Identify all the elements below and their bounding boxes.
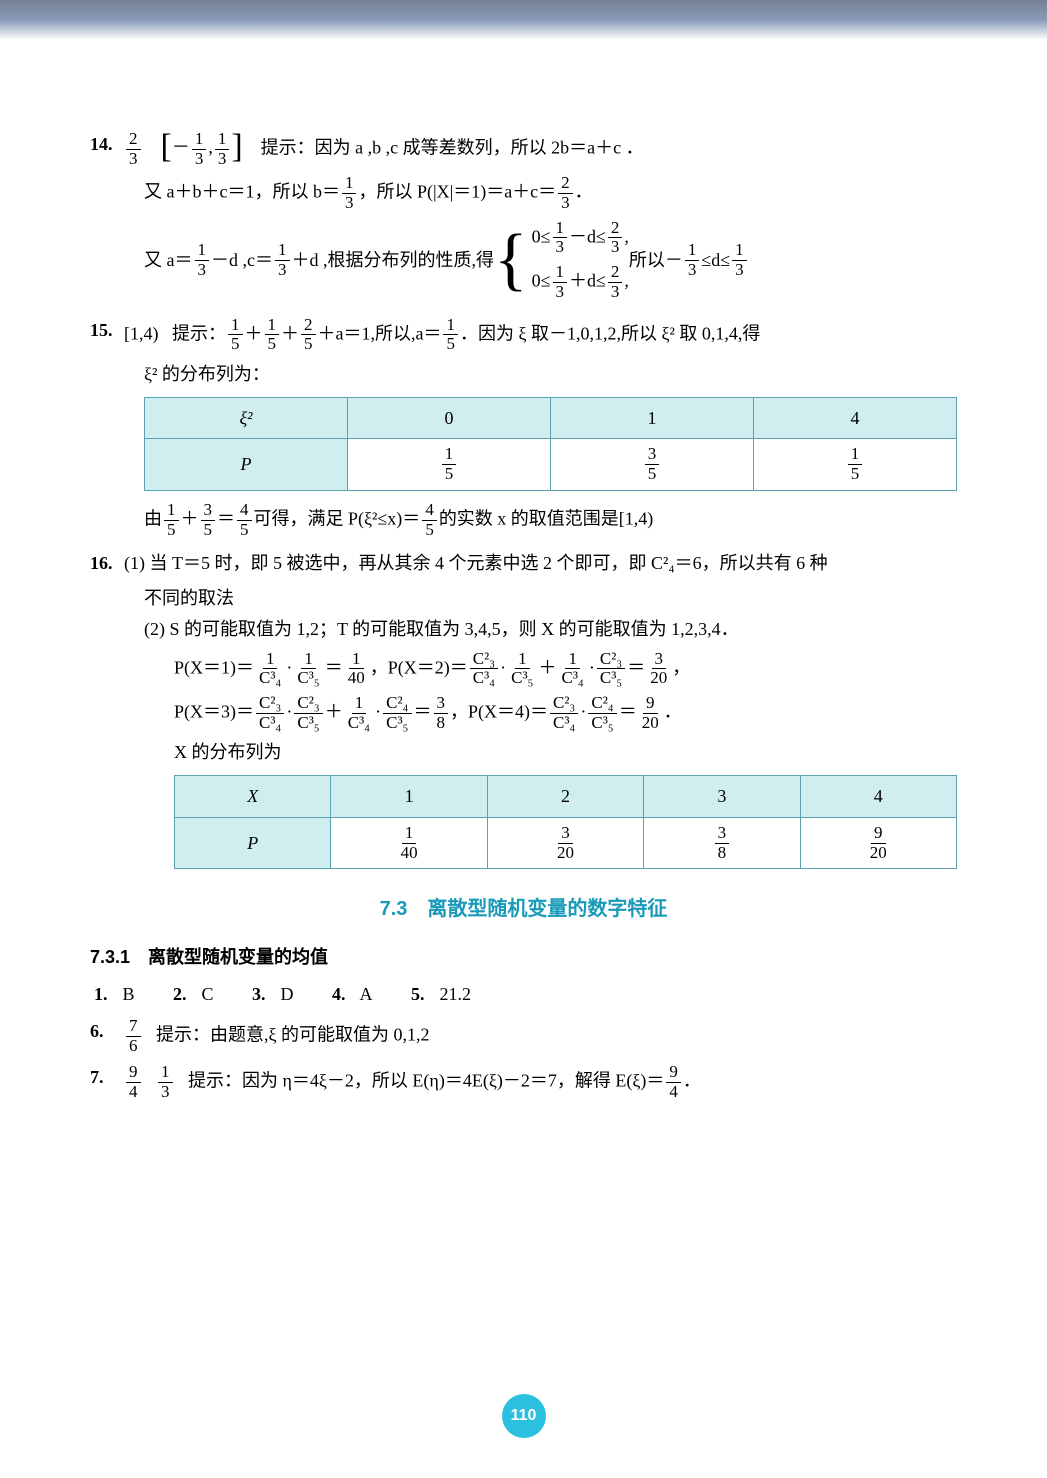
q15-line2: ξ² 的分布列为： — [144, 360, 957, 389]
q15-line3: 由15＋35＝45可得，满足 P(ξ²≤x)＝45的实数 x 的取值范围是[1,… — [144, 501, 957, 539]
q6-body: 76 提示：由题意,ξ 的可能取值为 0,1,2 — [124, 1017, 957, 1055]
q15-body: [1,4) 提示：15＋15＋25＋a＝1,所以,a＝15．因为 ξ 取－1,0… — [124, 316, 957, 354]
q6: 6. 76 提示：由题意,ξ 的可能取值为 0,1,2 — [90, 1017, 957, 1055]
hint-label: 提示： — [261, 137, 315, 157]
q16-p1b: 不同的取法 — [144, 584, 957, 613]
subsection-title: 7.3.1 离散型随机变量的均值 — [90, 943, 957, 972]
q14-answer1: 23 [－13,13] — [124, 137, 247, 157]
table-row: P 140 320 38 920 — [175, 817, 957, 868]
q14-line1: 因为 a ,b ,c 成等差数列，所以 2b＝a＋c ． — [315, 137, 644, 157]
q16-number: 16. — [90, 549, 124, 578]
q14-number: 14. — [90, 130, 124, 159]
page-number: 110 — [511, 1403, 537, 1429]
q16-p2: (2) S 的可能取值为 1,2；T 的可能取值为 3,4,5，则 X 的可能取… — [144, 615, 957, 644]
q16-dist-label: X 的分布列为 — [174, 738, 957, 767]
q16-eq-line2: P(X＝3)＝C²₃C³₄·C²₃C³₅＋1C³₄·C²₄C³₅＝38，P(X＝… — [174, 694, 957, 732]
table-row: P 15 35 15 — [145, 439, 957, 490]
q7-number: 7. — [90, 1063, 124, 1092]
q15-table-wrap: ξ² 0 1 4 P 15 35 15 — [144, 397, 957, 491]
q16-body: (1) 当 T＝5 时，即 5 被选中，再从其余 4 个元素中选 2 个即可，即… — [124, 549, 957, 578]
table-row: X 1 2 3 4 — [175, 776, 957, 818]
q14-body: 23 [－13,13] 提示：因为 a ,b ,c 成等差数列，所以 2b＝a＋… — [124, 130, 957, 168]
section-title: 7.3 离散型随机变量的数字特征 — [90, 893, 957, 925]
scan-top-edge — [0, 0, 1047, 40]
table-row: ξ² 0 1 4 — [145, 397, 957, 439]
q15-answer: [1,4) — [124, 323, 159, 343]
q6-number: 6. — [90, 1017, 124, 1046]
q14-line3: 又 a＝13－d ,c＝13＋d ,根据分布列的性质,得 { 0≤13－d≤23… — [144, 219, 957, 302]
q14-line2: 又 a＋b＋c＝1，所以 b＝13，所以 P(|X|＝1)＝a＋c＝23． — [144, 174, 957, 212]
q7: 7. 94 13 提示：因为 η＝4ξ－2，所以 E(η)＝4E(ξ)－2＝7，… — [90, 1063, 957, 1101]
q15: 15. [1,4) 提示：15＋15＋25＋a＝1,所以,a＝15．因为 ξ 取… — [90, 316, 957, 354]
q7-body: 94 13 提示：因为 η＝4ξ－2，所以 E(η)＝4E(ξ)－2＝7，解得 … — [124, 1063, 957, 1101]
q16-table-wrap: X 1 2 3 4 P 140 320 38 920 — [174, 775, 957, 869]
q16: 16. (1) 当 T＝5 时，即 5 被选中，再从其余 4 个元素中选 2 个… — [90, 549, 957, 578]
page-number-badge: 110 — [502, 1394, 546, 1438]
page: 14. 23 [－13,13] 提示：因为 a ,b ,c 成等差数列，所以 2… — [0, 0, 1047, 1478]
q14: 14. 23 [－13,13] 提示：因为 a ,b ,c 成等差数列，所以 2… — [90, 130, 957, 168]
q16-eq-line1: P(X＝1)＝1C³₄·1C³₅＝140，P(X＝2)＝C²₃C³₄·1C³₅＋… — [174, 650, 957, 688]
q15-number: 15. — [90, 316, 124, 345]
q15-table: ξ² 0 1 4 P 15 35 15 — [144, 397, 957, 491]
brace-cases: { 0≤13－d≤23, 0≤13＋d≤23, — [494, 219, 629, 302]
q16-table: X 1 2 3 4 P 140 320 38 920 — [174, 775, 957, 869]
short-answers: 1. B 2. C 3. D 4. A 5. 21.2 — [94, 980, 957, 1009]
